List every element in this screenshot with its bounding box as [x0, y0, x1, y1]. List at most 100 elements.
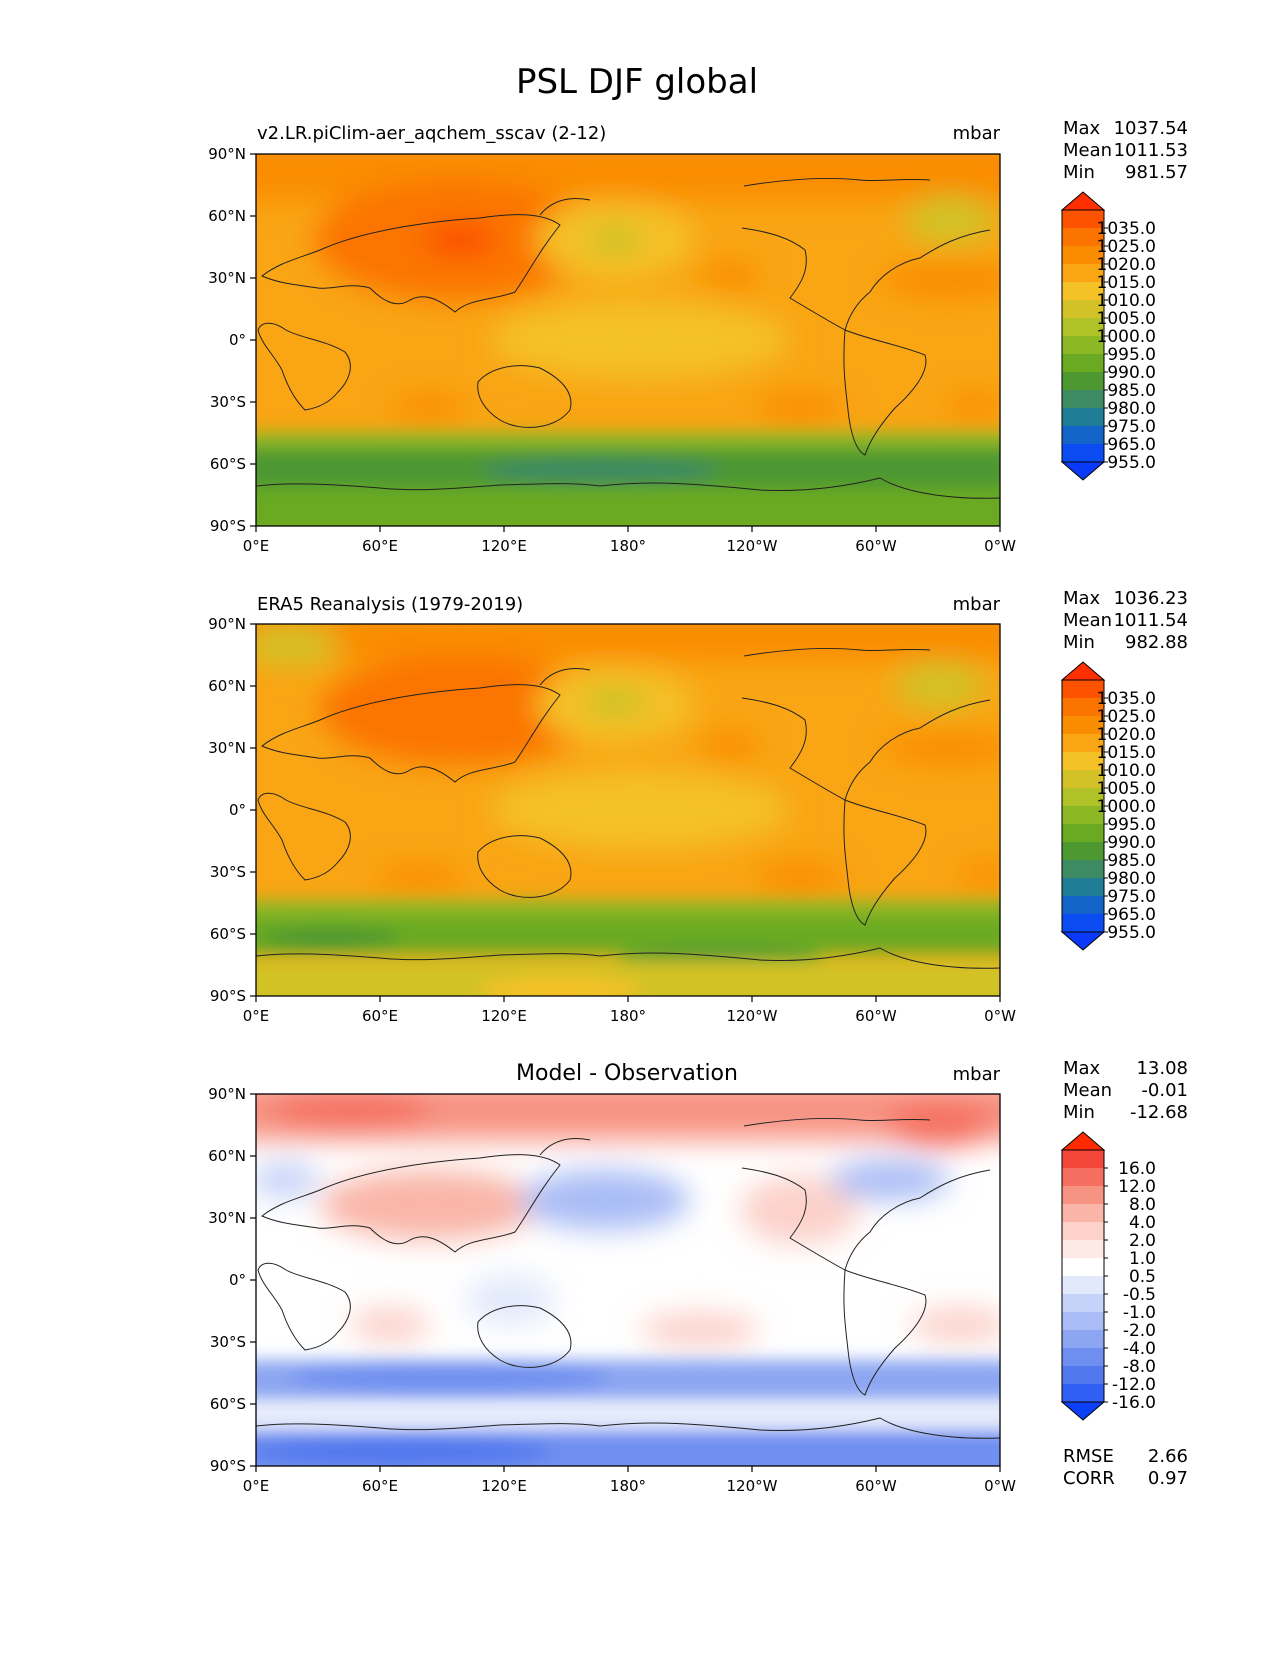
panel-obs: ERA5 Reanalysis (1979-2019) mbar Max 103…	[208, 588, 1188, 1025]
colorbar-tick-label: 985.0	[1107, 381, 1156, 401]
colorbar-tick-label: 1020.0	[1097, 255, 1156, 275]
colorbar-segment	[1062, 680, 1104, 698]
lon-tick-label: 180°	[610, 1477, 646, 1495]
field-europe-negative	[256, 1162, 320, 1198]
panel-center-title: Model - Observation	[516, 1061, 738, 1086]
colorbar-extend-max	[1060, 1131, 1106, 1151]
field-atlantic-high	[880, 732, 1000, 764]
field-southern-core	[260, 928, 400, 948]
colorbar-tick-label: 965.0	[1107, 905, 1156, 925]
colorbar-segment	[1062, 860, 1104, 878]
colorbar-extend-min	[1060, 931, 1106, 951]
colorbar-segment	[1062, 914, 1104, 932]
map-diff: 90°N 60°N 30°N 0° 30°S 60°S 90°S 0°E 60°E 120°E 18…	[208, 1085, 1016, 1495]
lat-tick-label: 60°S	[210, 925, 246, 943]
colorbar-segment	[1062, 770, 1104, 788]
colorbar-tick-label: 955.0	[1107, 453, 1156, 473]
map-model: 90°N 60°N 30°N 0° 30°S 60°S 90°S 0°E 60°E 120°E 18…	[208, 145, 1016, 555]
colorbar-tick-label: 995.0	[1107, 815, 1156, 835]
field-pacific-high	[700, 732, 760, 760]
colorbar-tick-label: 1015.0	[1097, 743, 1156, 763]
colorbar-tick-label: 980.0	[1107, 399, 1156, 419]
panel-left-title: ERA5 Reanalysis (1979-2019)	[257, 594, 523, 615]
lat-tick-label: 90°N	[208, 1085, 246, 1103]
field-asia-positive	[320, 1170, 540, 1240]
field-pacific-high	[700, 262, 760, 290]
colorbar-tick-label: -1.0	[1123, 1303, 1156, 1323]
field-band-north	[256, 154, 1000, 200]
stat-max-label: Max	[1063, 1058, 1101, 1079]
field-npacific-negative	[520, 1170, 690, 1230]
lon-tick-label: 0°W	[984, 537, 1016, 555]
lat-tick-label: 90°N	[208, 615, 246, 633]
colorbar-segment	[1062, 1294, 1104, 1312]
colorbar-segment	[1062, 1204, 1104, 1222]
lon-tick-label: 120°E	[481, 1007, 527, 1025]
coastlines	[256, 647, 1000, 969]
colorbar-extend-min	[1060, 461, 1106, 481]
lon-tick-label: 180°	[610, 1007, 646, 1025]
field-southern-core	[480, 458, 720, 482]
field-southern-ring	[256, 432, 1000, 448]
colorbar-tick-label: -12.0	[1112, 1375, 1156, 1395]
colorbar-extend-max	[1060, 191, 1106, 211]
lat-tick-label: 30°N	[208, 739, 246, 757]
stat-mean-label: Mean	[1063, 140, 1112, 161]
lat-tick-label: 30°N	[208, 269, 246, 287]
lat-tick-label: 0°	[229, 801, 246, 819]
colorbar-segment	[1062, 698, 1104, 716]
field-siberian-core	[425, 228, 495, 252]
field-southern-core	[290, 1364, 610, 1392]
lat-tick-label: 60°N	[208, 207, 246, 225]
colorbar-segment	[1062, 390, 1104, 408]
coastlines	[256, 1117, 1000, 1439]
field-south-high-3	[945, 393, 1000, 417]
lat-tick-label: 90°S	[210, 1457, 246, 1475]
stat-mean-value: 1011.54	[1114, 610, 1188, 631]
lon-tick-label: 120°E	[481, 1477, 527, 1495]
stat-mean-label: Mean	[1063, 610, 1112, 631]
extra-stats-block: RMSE 2.66 CORR 0.97	[1063, 1446, 1188, 1489]
colorbar-segment	[1062, 1348, 1104, 1366]
colorbar-tick-label: 995.0	[1107, 345, 1156, 365]
colorbar-segment	[1062, 1330, 1104, 1348]
field-antarctic-high	[480, 976, 640, 996]
colorbar-segment	[1062, 1240, 1104, 1258]
lon-tick-label: 0°W	[984, 1477, 1016, 1495]
field-southern-ring	[256, 900, 1000, 916]
stat-max-value: 1036.23	[1114, 588, 1188, 609]
lat-tick-label: 90°N	[208, 145, 246, 163]
field-tropics	[490, 300, 790, 380]
field-antarctic-core	[256, 1438, 550, 1466]
field-arctic-low	[256, 625, 340, 665]
colorbar-segment	[1062, 1384, 1104, 1402]
colorbar-obs: 1035.01025.01020.01015.01010.01005.01000…	[1060, 661, 1156, 951]
colorbar-segment	[1062, 752, 1104, 770]
field-maritime-negative	[465, 1275, 555, 1325]
stats-block: Max 1037.54 Mean 1011.53 Min 981.57	[1063, 118, 1188, 183]
figure-title: PSL DJF global	[516, 62, 758, 102]
colorbar-tick-label: 4.0	[1129, 1213, 1156, 1233]
field-band-north	[256, 624, 1000, 660]
colorbar-segment	[1062, 372, 1104, 390]
colorbar-tick-label: 1035.0	[1097, 689, 1156, 709]
field-tropics	[490, 770, 790, 850]
colorbar-tick-label: 955.0	[1107, 923, 1156, 943]
field-south-high-2	[755, 393, 845, 421]
colorbar-segment	[1062, 806, 1104, 824]
colorbar-segment	[1062, 444, 1104, 462]
colorbar-tick-label: -2.0	[1123, 1321, 1156, 1341]
field-south-high-2	[755, 863, 845, 891]
field-south-high-1	[390, 395, 470, 419]
lon-tick-label: 0°E	[243, 1477, 270, 1495]
lon-tick-label: 60°E	[362, 1477, 398, 1495]
colorbar-segment	[1062, 788, 1104, 806]
stat-rmse-label: RMSE	[1063, 1446, 1114, 1467]
field-greenland-core	[885, 1103, 995, 1147]
lat-tick-label: 60°N	[208, 1147, 246, 1165]
field-southern-positive	[256, 1408, 1000, 1426]
lon-tick-label: 60°W	[855, 1007, 897, 1025]
colorbar-tick-label: 1020.0	[1097, 725, 1156, 745]
lon-tick-label: 120°W	[727, 1007, 778, 1025]
field-indian-positive	[350, 1307, 430, 1343]
